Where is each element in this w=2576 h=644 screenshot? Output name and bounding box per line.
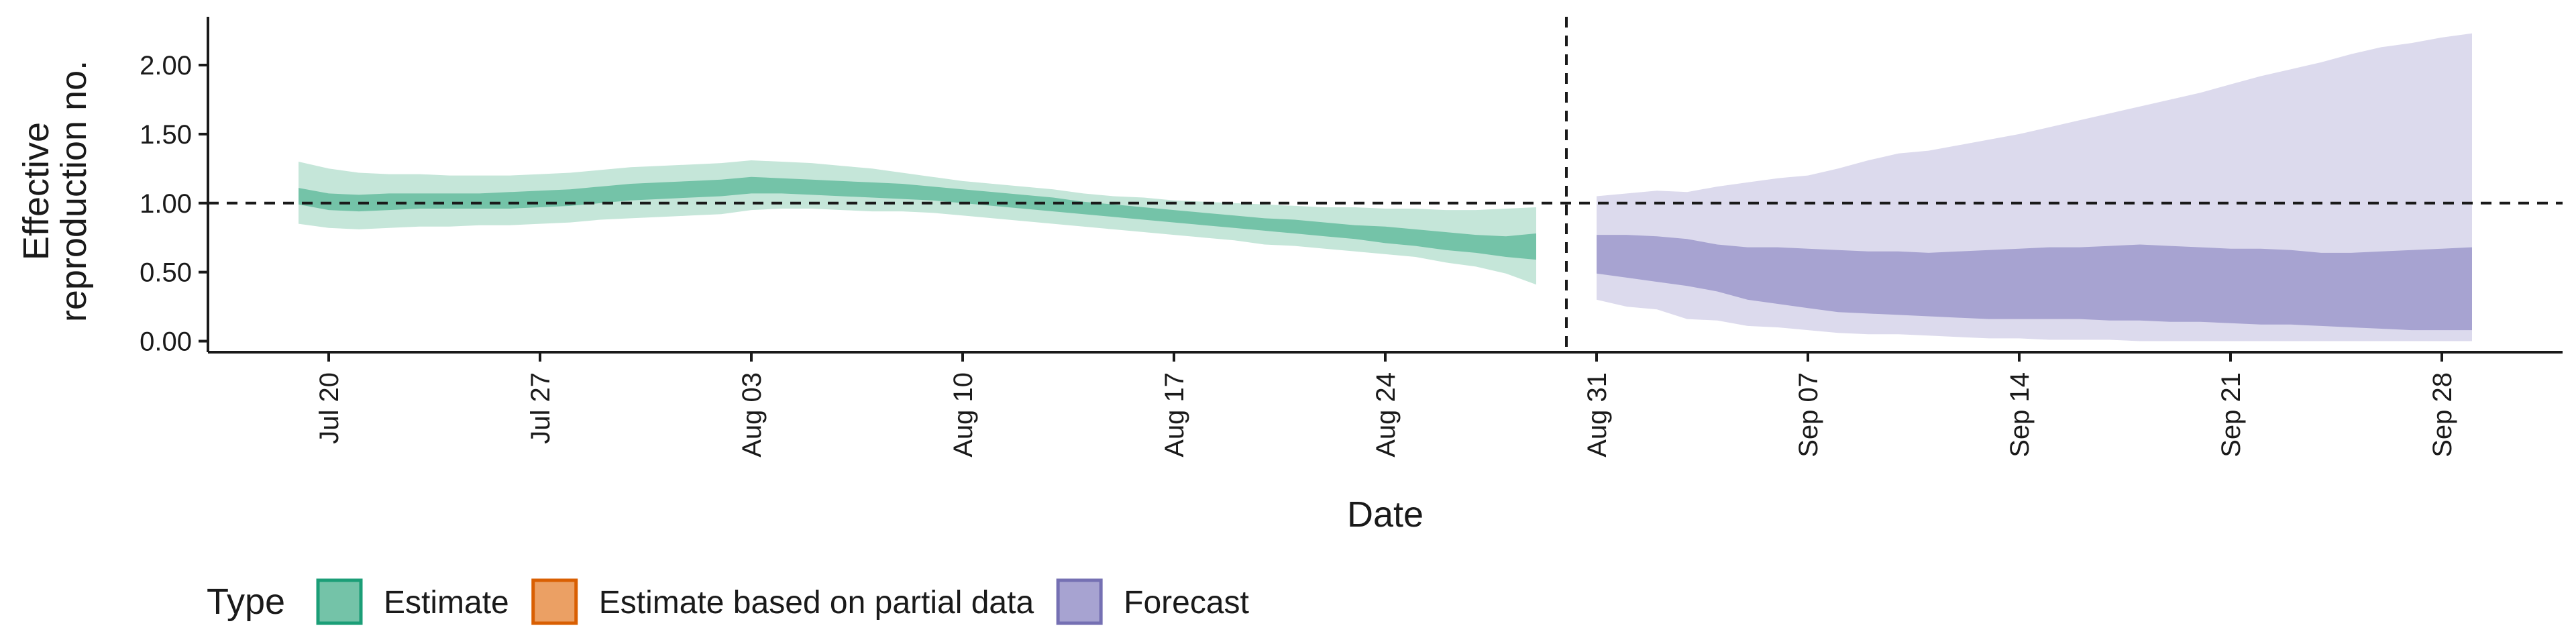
legend-swatch: [316, 578, 363, 625]
y-tick-label: 0.50: [140, 258, 192, 288]
reference-lines: [208, 17, 2563, 352]
x-tick-label: Aug 17: [1160, 372, 1189, 458]
estimate-inner-band: [299, 176, 1536, 260]
legend-swatch: [531, 578, 578, 625]
legend-label: Estimate: [384, 585, 509, 621]
ribbon-layer: [299, 33, 2472, 341]
x-axis-title: Date: [1347, 494, 1424, 535]
x-tick-label: Aug 24: [1371, 372, 1401, 458]
y-tick-label: 0.00: [140, 327, 192, 357]
x-tick-label: Jul 27: [526, 372, 555, 444]
y-axis-title: Effectivereproduction no.: [16, 60, 94, 322]
legend: Type Estimate Estimate based on partial da…: [207, 578, 1249, 625]
y-axis-title-line: Effective: [16, 122, 56, 260]
legend-title: Type: [207, 582, 285, 622]
y-tick-label: 2.00: [140, 51, 192, 80]
x-tick-label: Sep 14: [2005, 372, 2035, 458]
legend-label: Forecast: [1124, 585, 1249, 621]
legend-swatch: [1056, 578, 1103, 625]
y-tick-label: 1.00: [140, 189, 192, 219]
x-tick-label: Jul 20: [315, 372, 344, 444]
x-tick-label: Aug 31: [1582, 372, 1612, 458]
forecast-inner-band: [1597, 235, 2472, 331]
x-tick-label: Sep 28: [2428, 372, 2457, 458]
x-tick-label: Aug 03: [737, 372, 767, 458]
y-axis-title-line: reproduction no.: [54, 60, 94, 322]
x-tick-label: Sep 21: [2216, 372, 2246, 458]
legend-label: Estimate based on partial data: [599, 585, 1034, 621]
x-tick-label: Aug 10: [949, 372, 978, 458]
estimate-outer-band: [299, 160, 1536, 285]
x-tick-label: Sep 07: [1794, 372, 1823, 458]
y-tick-label: 1.50: [140, 120, 192, 150]
axes: 0.00 0.50 1.00 1.50 2.00 Jul 20 Jul 27 Aug 03 Au…: [16, 17, 2563, 535]
